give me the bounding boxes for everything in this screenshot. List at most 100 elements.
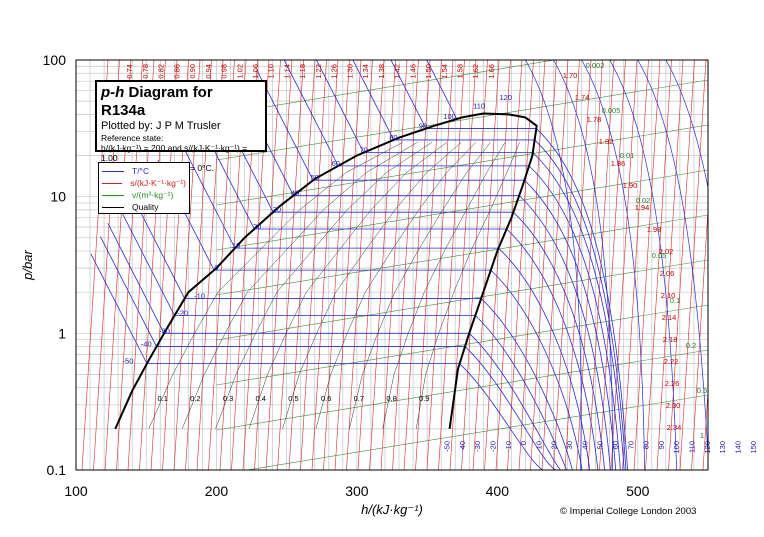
legend-label: s/(kJ·K⁻¹·kg⁻¹) xyxy=(130,177,186,188)
isochore-label: 0.02 xyxy=(636,196,651,205)
isentrope-top-label: 1.22 xyxy=(314,64,323,79)
isochore-label: 0.2 xyxy=(686,341,696,350)
isentrope-right-label: 1.82 xyxy=(599,137,614,146)
isotherm-bottom-label: 50 xyxy=(596,441,605,449)
isotherm-label: 70 xyxy=(360,146,368,155)
isotherm-line xyxy=(581,60,645,470)
isentrope-top-label: 0.78 xyxy=(141,64,150,79)
quality-label: 0.4 xyxy=(256,394,266,403)
legend-item-entropy: s/(kJ·K⁻¹·kg⁻¹) xyxy=(102,177,186,189)
y-tick-label: 1 xyxy=(58,325,66,341)
isotherm-line xyxy=(128,188,573,470)
isotherm-label: -20 xyxy=(177,309,188,318)
quality-label: 0.3 xyxy=(223,394,233,403)
isotherm-bottom-label: 70 xyxy=(626,441,635,449)
legend-label: T/°C xyxy=(132,166,150,176)
quality-line xyxy=(349,142,491,429)
isotherm-label: 0 xyxy=(214,263,218,272)
isotherm-label: 80 xyxy=(389,133,397,142)
isotherm-bottom-label: 150 xyxy=(749,441,758,454)
isochore-label: 1 xyxy=(700,431,704,440)
isotherm-label: 100 xyxy=(443,112,456,121)
isentrope-top-label: 0.90 xyxy=(188,64,197,79)
isotherm-bottom-label: -50 xyxy=(443,441,452,452)
isentrope-line xyxy=(288,60,316,470)
y-tick-label: 10 xyxy=(50,189,66,205)
legend-swatch xyxy=(102,170,124,172)
isotherm-line xyxy=(216,101,606,470)
isotherm-line xyxy=(352,60,627,470)
isotherm-bottom-label: 0 xyxy=(519,441,528,445)
isentrope-top-label: 1.34 xyxy=(361,64,370,79)
isentrope-top-label: 1.30 xyxy=(345,64,354,79)
legend-item-quality: Quality xyxy=(102,201,186,213)
isentrope-right-label: 2.22 xyxy=(664,357,679,366)
isotherm-line xyxy=(390,60,628,470)
isotherm-bottom-label: 30 xyxy=(565,441,574,449)
x-tick-label: 100 xyxy=(64,483,88,499)
isentrope-line xyxy=(702,386,708,470)
isotherm-line xyxy=(178,137,591,470)
isentrope-line xyxy=(265,60,293,470)
isentrope-line xyxy=(599,60,626,470)
chart-title-line: p-h Diagram for R134a xyxy=(101,84,261,120)
isotherm-bottom-label: 40 xyxy=(580,441,589,449)
isentrope-line xyxy=(392,60,419,470)
quality-line xyxy=(415,142,520,429)
legend-swatch xyxy=(102,194,124,196)
isotherm-line xyxy=(637,60,708,463)
isentrope-right-label: 1.70 xyxy=(563,71,578,80)
quality-line xyxy=(181,142,418,429)
isotherm-label: 40 xyxy=(291,188,299,197)
isentrope-right-label: 1.78 xyxy=(587,115,602,124)
isentrope-line xyxy=(357,60,385,470)
isentrope-top-label: 1.38 xyxy=(377,64,386,79)
isentrope-right-label: 1.90 xyxy=(623,181,638,190)
isentrope-line xyxy=(518,60,546,470)
isentrope-line xyxy=(541,60,569,470)
quality-line xyxy=(148,142,403,430)
isentrope-line xyxy=(622,60,649,470)
isotherm-label: 60 xyxy=(332,159,340,168)
isentrope-top-label: 0.82 xyxy=(157,64,166,79)
isotherm-label: 10 xyxy=(232,241,240,250)
isentrope-right-label: 2.14 xyxy=(662,313,677,322)
isochore-label: 0.5 xyxy=(697,386,707,395)
quality-label: 0.9 xyxy=(419,394,429,403)
isentrope-top-label: 0.74 xyxy=(125,64,134,79)
title-box: p-h Diagram for R134a Plotted by: J P M … xyxy=(95,80,267,173)
copyright-credit: © Imperial College London 2003 xyxy=(560,506,696,517)
isentrope-right-label: 2.30 xyxy=(666,401,681,410)
isentrope-right-label: 2.18 xyxy=(663,335,678,344)
isentrope-right-label: 2.06 xyxy=(660,269,675,278)
isotherm-line xyxy=(197,118,599,470)
isotherm-bottom-label: -20 xyxy=(489,441,498,452)
isentrope-top-label: 1.26 xyxy=(330,64,339,79)
isentrope-line xyxy=(553,60,580,470)
y-axis-title: p/bar xyxy=(20,250,35,281)
isentrope-line xyxy=(610,60,638,470)
quality-label: 0.1 xyxy=(157,394,167,403)
reference-heading: Reference state: xyxy=(101,133,164,143)
isotherm-bottom-label: -40 xyxy=(458,441,467,452)
isotherm-bottom-label: 90 xyxy=(657,441,666,449)
isotherm-bottom-label: 140 xyxy=(733,441,742,454)
isotherm-label: 110 xyxy=(473,102,485,111)
legend-swatch xyxy=(102,206,124,208)
isentrope-line xyxy=(300,60,327,470)
isentrope-right-label: 1.94 xyxy=(635,203,650,212)
x-tick-label: 200 xyxy=(205,483,229,499)
isentrope-top-label: 1.14 xyxy=(282,64,291,79)
isentrope-top-label: 1.02 xyxy=(235,64,244,79)
isotherm-bottom-label: 60 xyxy=(611,441,620,449)
quality-label: 0.6 xyxy=(321,394,331,403)
legend-label: Quality xyxy=(132,202,159,212)
isentrope-top-label: 1.46 xyxy=(408,64,417,79)
legend-item-temperature: T/°C xyxy=(102,165,186,177)
quality-line xyxy=(315,142,477,429)
isotherm-label: -40 xyxy=(141,340,152,349)
legend-item-volume: v/(m³·kg⁻¹) xyxy=(102,189,186,201)
quality-label: 0.2 xyxy=(190,394,200,403)
